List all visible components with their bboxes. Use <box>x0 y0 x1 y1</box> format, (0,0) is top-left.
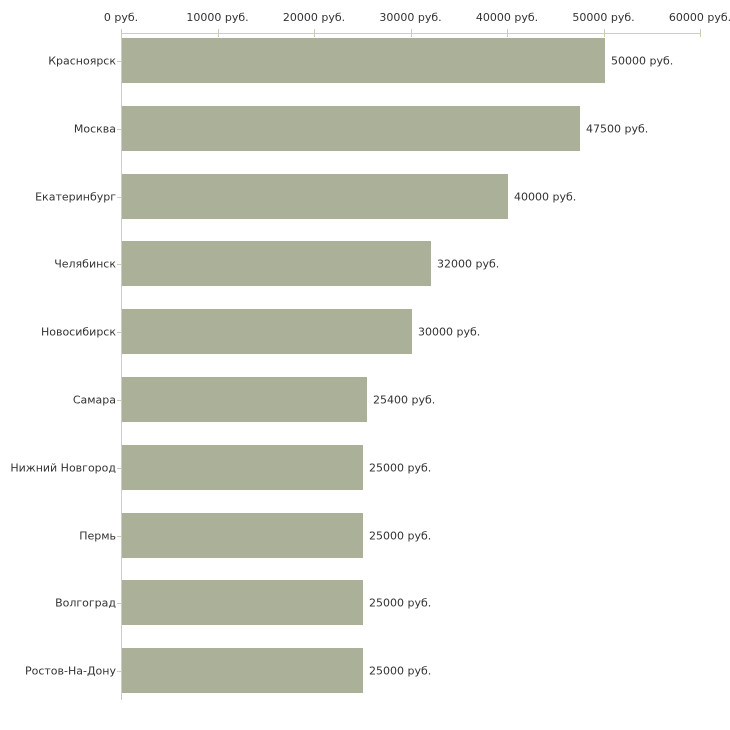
y-axis-line <box>121 33 122 700</box>
category-label: Екатеринбург <box>35 190 116 203</box>
city-bar <box>122 377 367 422</box>
x-tick-label: 20000 руб. <box>282 11 346 24</box>
category-tick-mark <box>117 603 121 604</box>
category-tick-mark <box>117 468 121 469</box>
category-tick-mark <box>117 264 121 265</box>
value-label: 32000 руб. <box>437 257 500 270</box>
city-bar <box>122 513 363 558</box>
x-tick-mark <box>314 29 315 37</box>
x-tick-mark <box>603 29 605 37</box>
value-label: 25400 руб. <box>373 393 436 406</box>
x-tick-label: 50000 руб. <box>572 11 635 24</box>
value-label: 30000 руб. <box>418 325 481 338</box>
x-tick-label: 30000 руб. <box>379 11 442 24</box>
category-label: Самара <box>72 393 116 406</box>
value-label: 25000 руб. <box>369 461 432 474</box>
city-bar <box>122 580 363 625</box>
category-tick-mark <box>117 400 121 401</box>
category-tick-mark <box>117 536 121 537</box>
category-label: Москва <box>73 122 116 135</box>
category-tick-mark <box>117 671 121 672</box>
category-label: Челябинск <box>54 257 116 270</box>
value-label: 40000 руб. <box>514 190 577 203</box>
value-label: 25000 руб. <box>369 596 432 609</box>
category-tick-mark <box>117 197 121 198</box>
x-tick-label: 0 руб. <box>103 11 139 24</box>
city-bar <box>122 174 508 219</box>
x-tick-mark <box>121 29 122 37</box>
category-label: Пермь <box>79 529 116 542</box>
category-label: Красноярск <box>48 54 116 67</box>
value-label: 50000 руб. <box>611 54 674 67</box>
city-bar <box>122 106 580 151</box>
value-label: 47500 руб. <box>586 122 649 135</box>
x-tick-mark <box>507 29 508 37</box>
category-label: Волгоград <box>55 596 116 609</box>
city-bar <box>122 309 412 354</box>
x-tick-label: 60000 руб. <box>668 11 730 24</box>
city-bar <box>122 648 363 693</box>
x-tick-label: 10000 руб. <box>186 11 249 24</box>
city-bar <box>122 241 431 286</box>
category-tick-mark <box>117 332 121 333</box>
category-label: Ростов-На-Дону <box>24 664 116 677</box>
category-tick-mark <box>117 129 121 130</box>
city-bar <box>122 445 363 490</box>
category-tick-mark <box>117 61 121 62</box>
city-bar <box>122 38 605 83</box>
value-label: 25000 руб. <box>369 664 432 677</box>
x-tick-mark <box>700 29 701 37</box>
category-label: Новосибирск <box>40 325 116 338</box>
x-tick-mark <box>217 29 219 37</box>
x-tick-label: 40000 руб. <box>475 11 539 24</box>
x-tick-mark <box>410 29 412 37</box>
value-label: 25000 руб. <box>369 529 432 542</box>
category-label: Нижний Новгород <box>10 461 116 474</box>
